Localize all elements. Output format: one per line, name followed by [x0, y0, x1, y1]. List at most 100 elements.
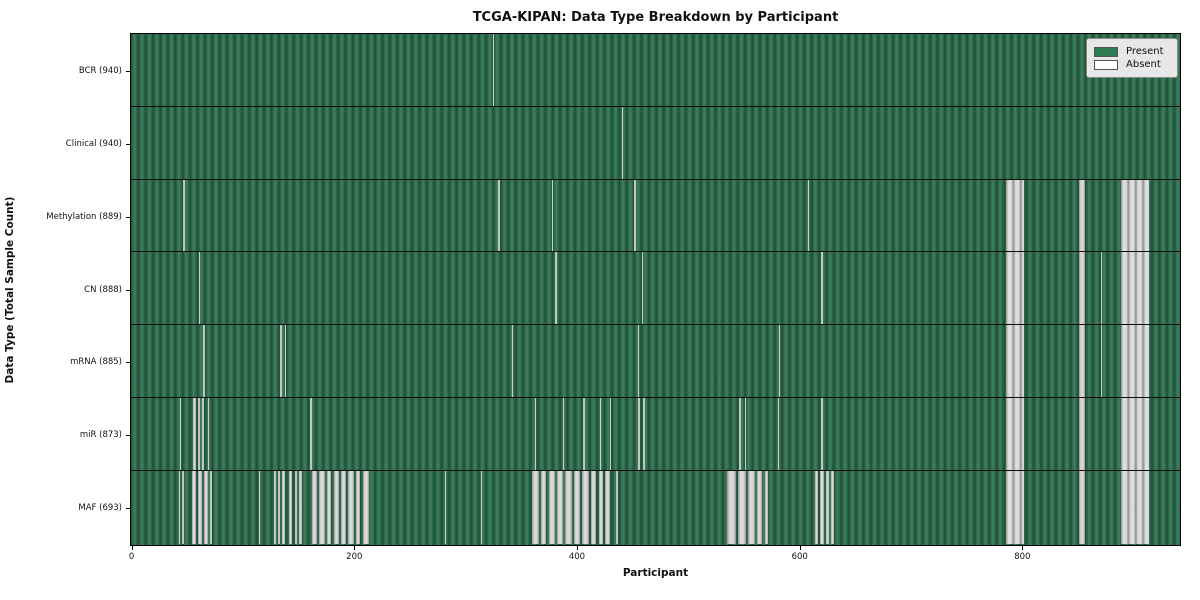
absent-segment	[535, 398, 537, 470]
x-tick-label-200: 200	[346, 552, 363, 562]
absent-segment	[210, 470, 213, 544]
absent-segment	[498, 179, 500, 252]
absent-segment	[1006, 179, 1025, 252]
absent-segment	[198, 252, 201, 325]
absent-segment	[574, 470, 580, 544]
absent-segment	[756, 470, 763, 544]
heatmap-row-MAF	[131, 470, 1180, 544]
absent-segment	[1078, 470, 1086, 544]
legend-absent-label: Absent	[1126, 59, 1161, 70]
absent-segment	[1006, 470, 1025, 544]
absent-segment	[1078, 325, 1086, 398]
heatmap-row-mRNA	[131, 325, 1180, 399]
heatmap-row-miR	[131, 398, 1180, 471]
absent-segment	[178, 470, 181, 544]
absent-segment	[193, 398, 196, 470]
absent-segment	[277, 470, 281, 544]
x-tick-label-400: 400	[568, 552, 586, 562]
legend-absent-swatch	[1094, 59, 1118, 70]
x-tick-label-0: 0	[128, 552, 135, 562]
absent-segment	[726, 470, 736, 544]
absent-segment	[202, 398, 204, 470]
absent-segment	[204, 470, 208, 544]
absent-segment	[548, 470, 556, 544]
absent-segment	[280, 325, 282, 398]
y-tick-label-BCR: BCR (940)	[78, 66, 122, 76]
absent-segment	[319, 470, 325, 544]
y-tick-mark	[126, 71, 130, 72]
y-tick-label-MAF: MAF (693)	[78, 502, 122, 513]
y-tick-label-Methylation: Methylation (889)	[46, 211, 122, 222]
y-tick-label-miR: miR (873)	[79, 430, 122, 441]
absent-segment	[581, 470, 589, 544]
heatmap-row-BCR	[131, 34, 1180, 107]
legend-entry-present: Present	[1094, 46, 1170, 57]
absent-segment	[637, 398, 640, 470]
absent-segment	[511, 325, 514, 398]
absent-segment	[197, 398, 201, 470]
legend: Present Absent	[1086, 38, 1178, 78]
y-tick-label-mRNA: mRNA (885)	[70, 357, 122, 368]
absent-segment	[814, 470, 818, 544]
absent-segment	[825, 470, 830, 544]
absent-segment	[744, 398, 746, 470]
absent-segment	[348, 470, 354, 544]
absent-segment	[310, 398, 312, 470]
absent-segment	[557, 470, 564, 544]
absent-segment	[820, 470, 824, 544]
absent-segment	[282, 470, 285, 544]
y-tick-mark	[126, 362, 130, 364]
absent-segment	[312, 470, 317, 544]
absent-segment	[605, 470, 610, 544]
absent-segment	[637, 325, 639, 398]
absent-segment	[565, 470, 572, 544]
absent-segment	[599, 398, 602, 470]
y-tick-label-Clinical: Clinical (940)	[65, 138, 122, 149]
absent-segment	[540, 470, 547, 544]
absent-segment	[1120, 470, 1149, 544]
y-tick-mark	[126, 289, 130, 291]
x-tick-mark	[354, 546, 356, 550]
absent-segment	[445, 470, 447, 544]
absent-segment	[1078, 179, 1086, 252]
x-tick-mark	[131, 546, 133, 550]
absent-segment	[273, 470, 276, 544]
absent-segment	[831, 470, 834, 544]
absent-segment	[642, 252, 644, 325]
x-axis-label: Participant	[622, 567, 689, 579]
absent-segment	[747, 470, 755, 544]
absent-segment	[362, 470, 370, 544]
absent-segment	[598, 470, 604, 544]
absent-segment	[738, 398, 742, 470]
heatmap-row-Clinical	[131, 106, 1180, 180]
absent-segment	[197, 470, 203, 544]
absent-segment	[480, 470, 482, 544]
absent-segment	[289, 470, 293, 544]
absent-segment	[179, 398, 182, 470]
absent-segment	[737, 470, 746, 544]
absent-segment	[355, 470, 361, 544]
absent-segment	[284, 325, 286, 398]
absent-segment	[1120, 179, 1149, 252]
absent-segment	[326, 470, 332, 544]
absent-segment	[294, 470, 297, 544]
absent-segment	[1100, 325, 1103, 398]
y-tick-mark	[126, 143, 130, 145]
absent-segment	[616, 470, 618, 544]
heatmap-row-Methylation	[131, 179, 1180, 253]
absent-segment	[492, 34, 495, 106]
absent-segment	[1006, 325, 1025, 398]
x-tick-mark	[1022, 546, 1024, 550]
absent-segment	[777, 398, 780, 470]
absent-segment	[1120, 398, 1149, 470]
absent-segment	[1100, 252, 1103, 325]
absent-segment	[821, 252, 823, 325]
y-tick-label-CN: CN (888)	[84, 284, 122, 295]
absent-segment	[203, 325, 205, 398]
heatmap-row-CN	[131, 252, 1180, 326]
absent-segment	[182, 470, 184, 544]
absent-segment	[531, 470, 539, 544]
plot-area	[130, 33, 1181, 546]
absent-segment	[808, 179, 810, 252]
absent-segment	[1078, 252, 1086, 325]
